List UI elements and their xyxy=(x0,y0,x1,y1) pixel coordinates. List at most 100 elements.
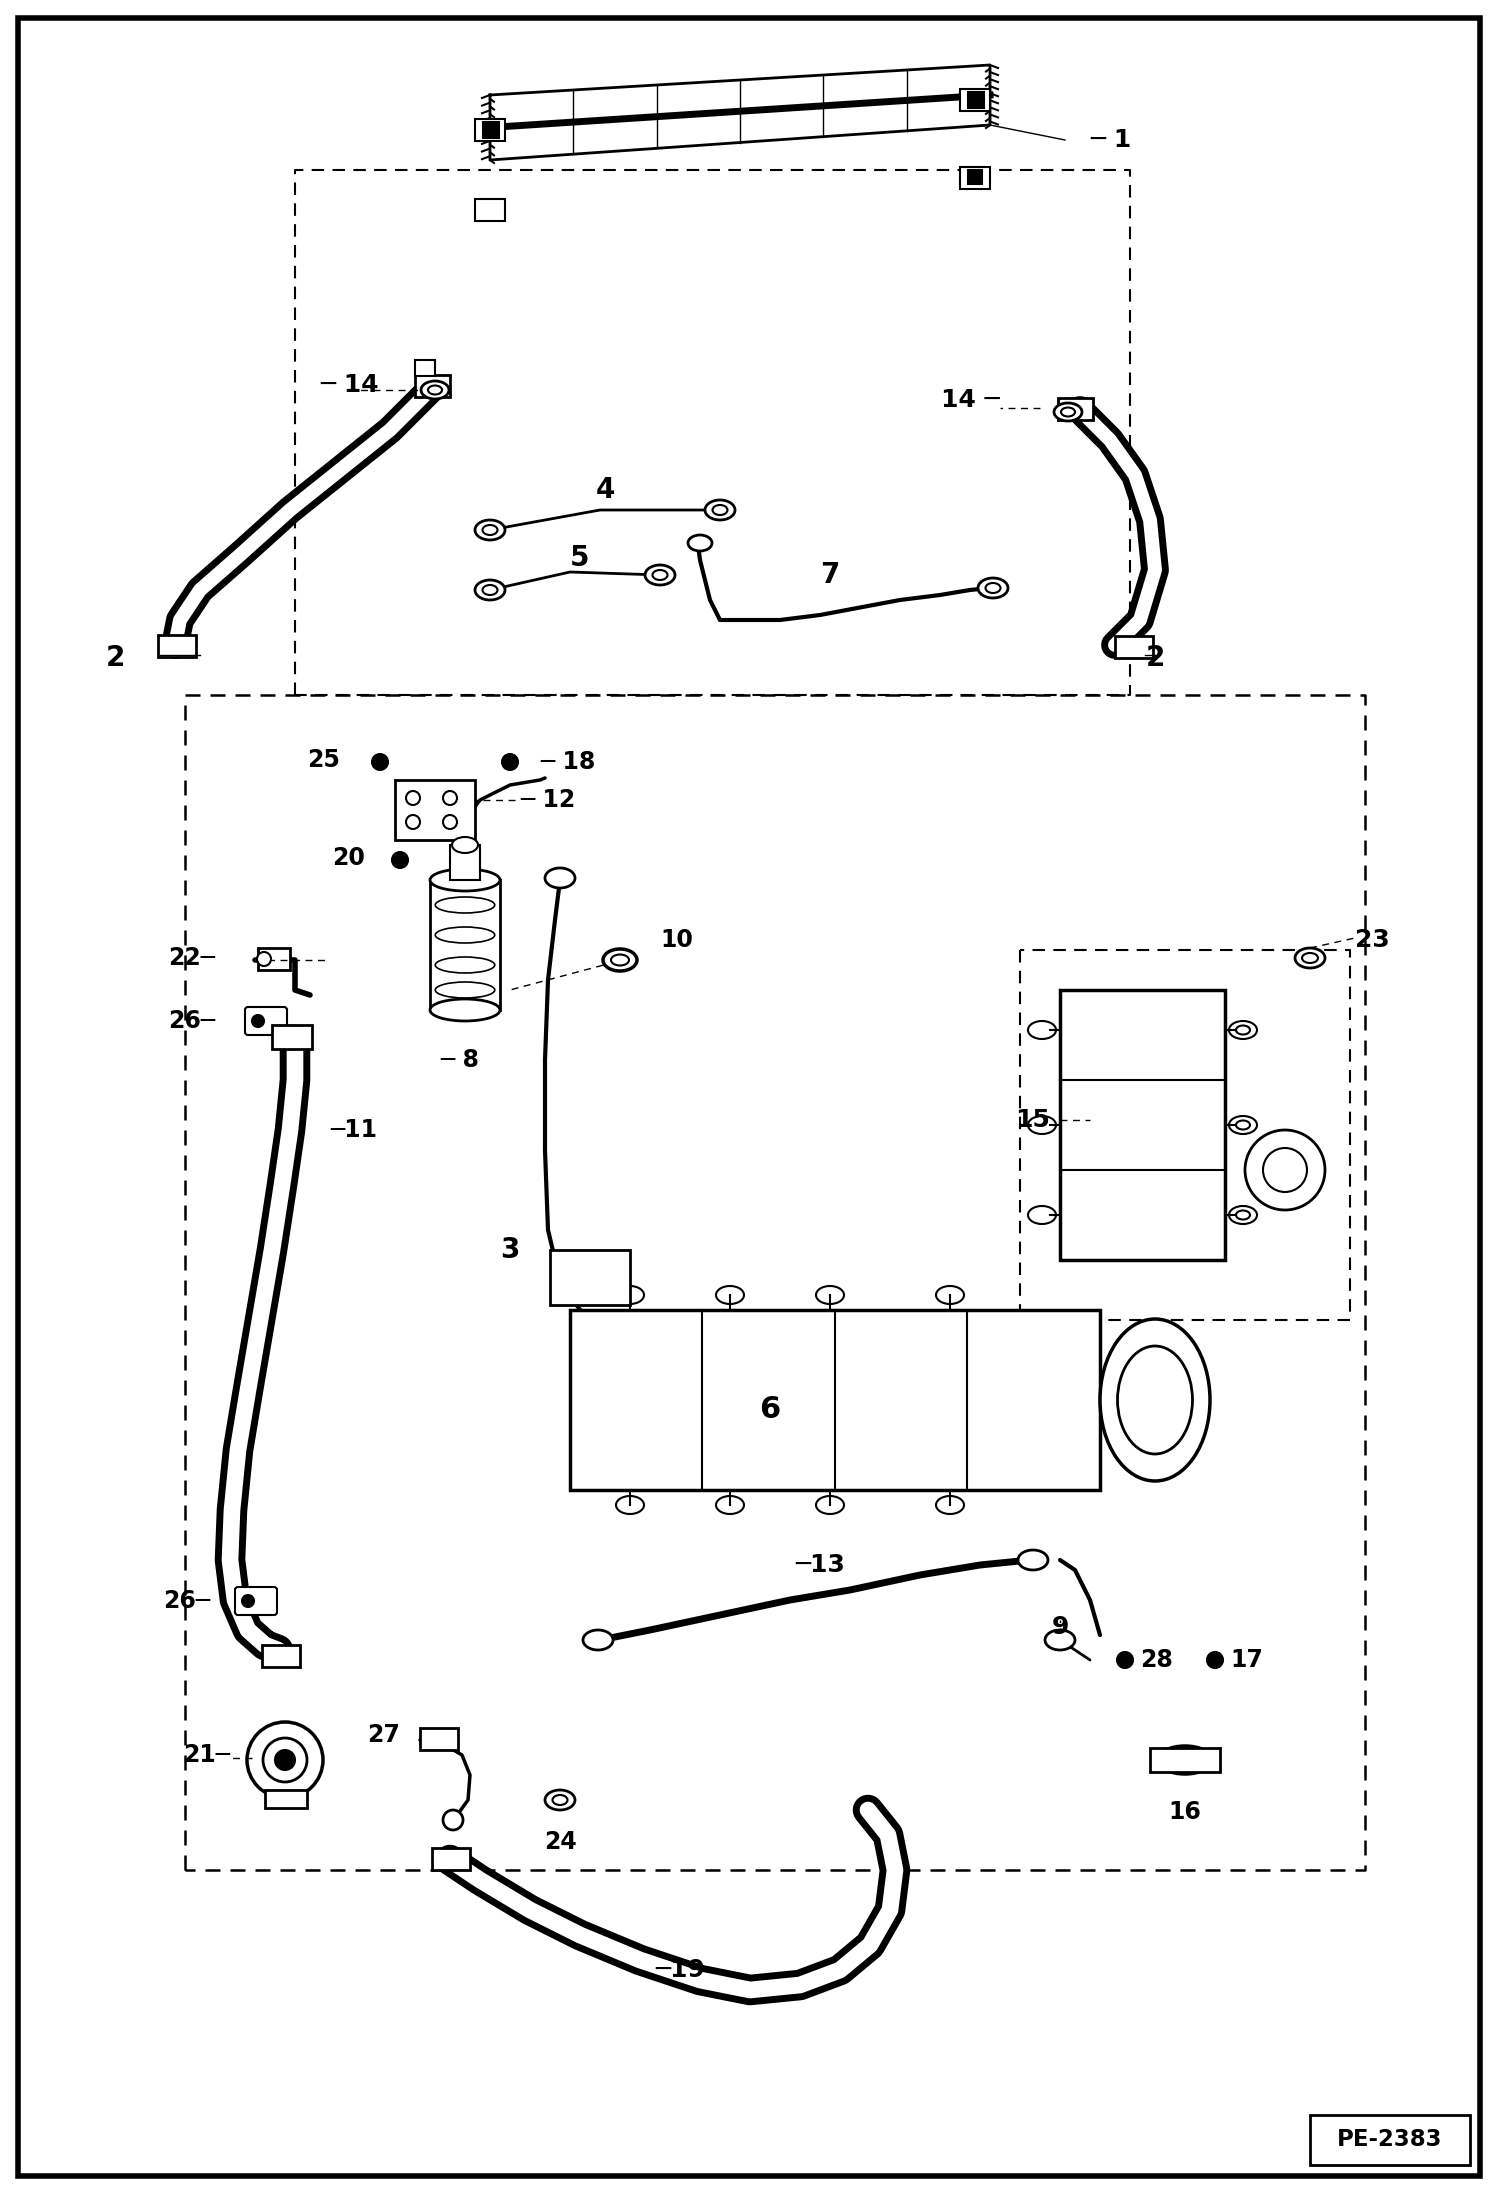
Circle shape xyxy=(247,1722,324,1799)
Ellipse shape xyxy=(1061,408,1076,417)
Ellipse shape xyxy=(430,998,500,1020)
Text: ─ 8: ─ 8 xyxy=(440,1049,479,1073)
Ellipse shape xyxy=(1019,1549,1049,1571)
Ellipse shape xyxy=(1100,1319,1210,1481)
Ellipse shape xyxy=(1236,1211,1249,1220)
Ellipse shape xyxy=(1236,1121,1249,1130)
Bar xyxy=(431,1847,470,1869)
Bar xyxy=(1061,989,1225,1259)
Text: ─ 1: ─ 1 xyxy=(1091,127,1131,151)
Circle shape xyxy=(252,1016,264,1027)
Bar xyxy=(960,90,990,112)
Circle shape xyxy=(258,952,271,965)
Bar xyxy=(430,880,500,1009)
Bar xyxy=(1309,2115,1470,2165)
Ellipse shape xyxy=(688,535,712,551)
Ellipse shape xyxy=(816,1496,843,1514)
Ellipse shape xyxy=(1046,1630,1076,1650)
Ellipse shape xyxy=(986,584,1001,592)
Text: 9: 9 xyxy=(1052,1615,1068,1639)
Ellipse shape xyxy=(553,1795,568,1806)
Bar xyxy=(419,1729,458,1751)
Bar xyxy=(571,1310,1100,1490)
Text: 22─: 22─ xyxy=(168,946,216,970)
Bar xyxy=(157,634,196,656)
Circle shape xyxy=(1207,1652,1222,1667)
Text: 14 ─: 14 ─ xyxy=(941,388,1001,412)
Bar xyxy=(415,360,434,375)
Text: 10: 10 xyxy=(661,928,694,952)
Text: 5: 5 xyxy=(571,544,590,573)
Ellipse shape xyxy=(611,954,629,965)
Bar xyxy=(449,845,479,880)
Ellipse shape xyxy=(716,1286,745,1303)
Text: ─19: ─19 xyxy=(655,1957,706,1981)
Ellipse shape xyxy=(1158,1746,1212,1775)
Circle shape xyxy=(243,1595,255,1606)
Ellipse shape xyxy=(545,869,575,889)
Text: 25: 25 xyxy=(307,748,340,772)
Ellipse shape xyxy=(1118,1345,1192,1455)
Bar xyxy=(262,1646,300,1667)
Text: ─ 18: ─ 18 xyxy=(539,750,595,774)
Circle shape xyxy=(443,814,457,829)
Circle shape xyxy=(276,1751,295,1771)
Ellipse shape xyxy=(616,1496,644,1514)
Bar xyxy=(265,1790,307,1808)
Bar xyxy=(960,167,990,189)
Ellipse shape xyxy=(816,1286,843,1303)
Ellipse shape xyxy=(1028,1117,1056,1134)
Ellipse shape xyxy=(936,1286,965,1303)
Ellipse shape xyxy=(936,1496,965,1514)
Circle shape xyxy=(264,1738,307,1782)
Bar xyxy=(968,92,984,108)
Ellipse shape xyxy=(616,1286,644,1303)
Ellipse shape xyxy=(1294,948,1326,968)
Ellipse shape xyxy=(1302,952,1318,963)
Ellipse shape xyxy=(428,386,442,395)
Text: 3: 3 xyxy=(500,1235,520,1264)
Circle shape xyxy=(372,755,388,770)
Text: 28: 28 xyxy=(1140,1648,1173,1672)
Ellipse shape xyxy=(1228,1020,1257,1040)
Ellipse shape xyxy=(653,570,668,579)
Ellipse shape xyxy=(604,950,637,972)
Ellipse shape xyxy=(475,579,505,599)
Text: 24: 24 xyxy=(544,1830,577,1854)
Circle shape xyxy=(1245,1130,1326,1211)
FancyBboxPatch shape xyxy=(246,1007,288,1036)
Ellipse shape xyxy=(716,1496,745,1514)
Bar xyxy=(258,948,291,970)
Polygon shape xyxy=(490,66,990,160)
Ellipse shape xyxy=(706,500,736,520)
Ellipse shape xyxy=(452,836,478,853)
Text: 27: 27 xyxy=(367,1722,400,1746)
Ellipse shape xyxy=(1236,1025,1249,1036)
Text: 23: 23 xyxy=(1356,928,1390,952)
Text: 17: 17 xyxy=(1230,1648,1263,1672)
Text: ─13: ─13 xyxy=(795,1553,845,1577)
Text: 7: 7 xyxy=(821,562,840,588)
Bar xyxy=(482,123,499,138)
Ellipse shape xyxy=(646,566,676,586)
Text: 2: 2 xyxy=(105,645,124,671)
Ellipse shape xyxy=(482,524,497,535)
Ellipse shape xyxy=(421,382,449,399)
Bar xyxy=(415,375,449,397)
Text: 20: 20 xyxy=(333,847,366,871)
Text: 16: 16 xyxy=(1168,1799,1201,1823)
Text: 2: 2 xyxy=(1146,645,1164,671)
Ellipse shape xyxy=(1228,1117,1257,1134)
Circle shape xyxy=(443,792,457,805)
Circle shape xyxy=(443,1810,463,1830)
Ellipse shape xyxy=(545,1790,575,1810)
Ellipse shape xyxy=(1055,404,1082,421)
Text: ─11: ─11 xyxy=(330,1119,377,1143)
Circle shape xyxy=(392,851,407,869)
Bar xyxy=(550,1251,631,1305)
Ellipse shape xyxy=(1028,1020,1056,1040)
Circle shape xyxy=(502,755,518,770)
Ellipse shape xyxy=(713,505,728,516)
Ellipse shape xyxy=(978,577,1008,599)
Text: ─ 12: ─ 12 xyxy=(520,788,575,812)
